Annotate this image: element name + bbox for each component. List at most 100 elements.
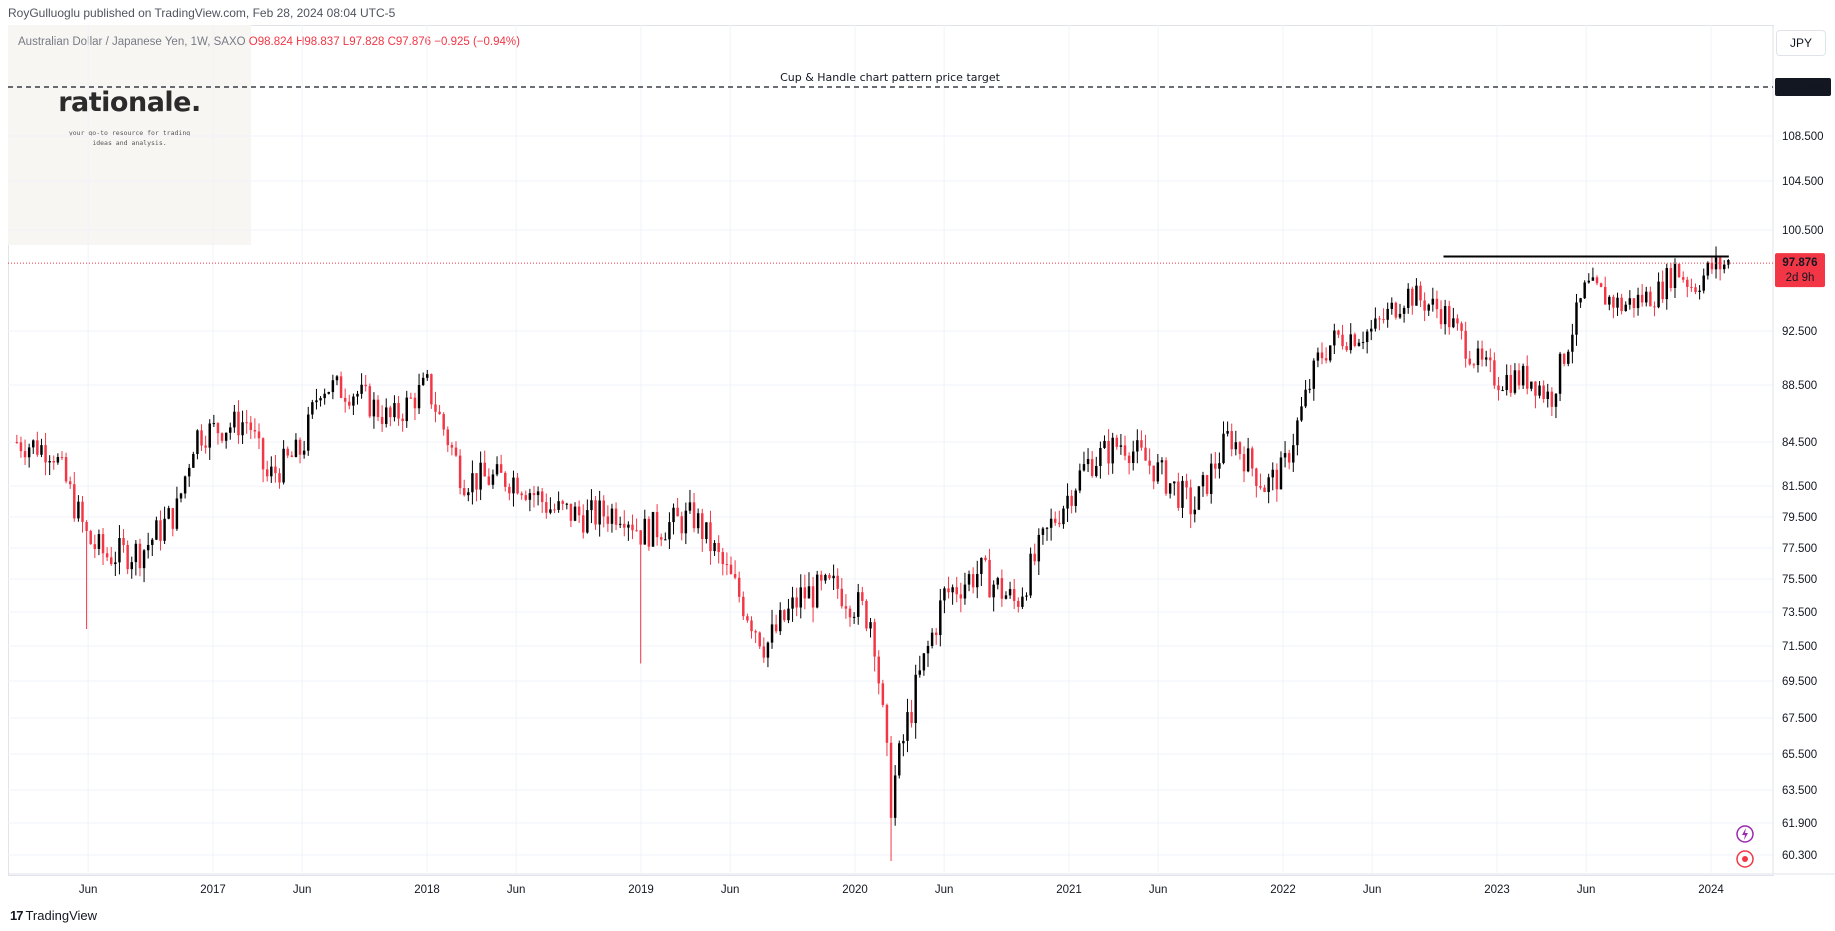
candle-body (1099, 448, 1102, 466)
lightning-icon[interactable] (1736, 825, 1754, 843)
tradingview-brand: TradingView (25, 908, 98, 923)
x-tick-label: 2022 (1270, 884, 1296, 896)
candle-body (1628, 298, 1632, 305)
candle-body (631, 524, 634, 531)
candle-body (1012, 589, 1016, 601)
candle-body (1390, 302, 1394, 309)
target-price-tag (1775, 78, 1831, 96)
candle-body (1017, 600, 1020, 607)
tradingview-mark-icon: 17 (10, 908, 24, 923)
candle-body (815, 574, 819, 608)
candle-body (750, 620, 753, 632)
countdown-label: 2d 9h (1786, 272, 1815, 284)
candle-body (902, 740, 905, 744)
candle-body (779, 610, 782, 632)
candle-body (770, 624, 774, 643)
candle-body (155, 520, 158, 540)
candle-body (701, 513, 704, 540)
x-tick-label: 2021 (1056, 884, 1082, 896)
candle-body (840, 588, 844, 607)
x-tick-label: 2017 (200, 884, 226, 896)
candle-body (1345, 346, 1348, 351)
candle-body (1197, 486, 1201, 510)
x-tick-label: Jun (1149, 884, 1168, 896)
candle-body (1287, 453, 1291, 463)
candle-body (257, 431, 261, 439)
candle-body (249, 422, 253, 431)
candle-body (1649, 291, 1652, 307)
chart-frame[interactable] (8, 25, 1774, 876)
candle-body (725, 564, 729, 566)
candle-body (286, 448, 289, 456)
symbol-legend[interactable]: Australian Dollar / Japanese Yen, 1W, SA… (18, 36, 520, 48)
candle-body (23, 451, 27, 458)
candle-body (1608, 296, 1611, 305)
candle-body (364, 384, 367, 387)
candle-body (1677, 264, 1681, 278)
candle-body (1513, 370, 1517, 393)
candle-body (122, 538, 125, 546)
candle-body (1558, 353, 1562, 394)
candle-body (512, 477, 515, 494)
candle-body (356, 393, 359, 397)
candle-body (971, 574, 975, 588)
candle-body (1398, 313, 1402, 318)
candle-body (992, 584, 995, 598)
candle-body (163, 518, 166, 541)
candle-body (1653, 306, 1656, 308)
candle-body (1033, 553, 1036, 562)
candle-body (15, 442, 19, 443)
candle-body (922, 653, 926, 671)
candle-body (1259, 486, 1262, 488)
candle-body (1374, 318, 1377, 329)
record-icon[interactable] (1736, 850, 1754, 868)
symbol-name[interactable]: Australian Dollar / Japanese Yen, 1W, SA… (18, 36, 246, 48)
candle-body (1554, 393, 1558, 407)
candle-body (737, 577, 741, 597)
candle-body (401, 418, 404, 422)
candle-body (1497, 385, 1500, 391)
candle-body (1148, 460, 1151, 466)
candle-body (60, 457, 64, 459)
candle-body (335, 376, 339, 381)
candle-body (869, 622, 872, 629)
candle-body (68, 481, 72, 485)
candle-body (409, 397, 413, 399)
candle-body (1173, 481, 1176, 484)
candle-body (1127, 455, 1131, 463)
candle-body (426, 374, 429, 378)
candle-body (343, 397, 347, 402)
candle-body (1168, 483, 1172, 494)
candle-body (881, 683, 885, 705)
candle-body (1357, 342, 1361, 346)
y-tick-label: 81.500 (1782, 481, 1817, 493)
candle-body (1431, 298, 1435, 305)
candle-body (101, 534, 105, 554)
candle-body (1723, 264, 1726, 270)
currency-button[interactable]: JPY (1776, 30, 1826, 56)
candle-body (590, 500, 593, 511)
candle-body (754, 631, 757, 633)
candle-body (1645, 291, 1648, 303)
candle-body (1448, 306, 1451, 328)
candle-body (405, 397, 408, 422)
candle-body (1263, 487, 1266, 493)
candle-body (491, 474, 495, 485)
candle-body (549, 509, 552, 513)
candle-body (1632, 298, 1636, 309)
candle-body (1624, 304, 1627, 312)
candle-body (1115, 437, 1119, 447)
candle-body (1189, 487, 1192, 515)
target-annotation: Cup & Handle chart pattern price target (780, 71, 1001, 84)
candle-body (93, 544, 97, 550)
candle-body (1214, 463, 1217, 469)
candle-body (1452, 318, 1455, 328)
candle-body (705, 522, 708, 540)
candle-body (208, 423, 211, 448)
candle-body (1402, 307, 1406, 314)
candle-body (1111, 437, 1114, 464)
candle-body (302, 450, 306, 455)
candle-body (553, 509, 556, 511)
tradingview-logo[interactable]: 17 TradingView (10, 908, 97, 923)
